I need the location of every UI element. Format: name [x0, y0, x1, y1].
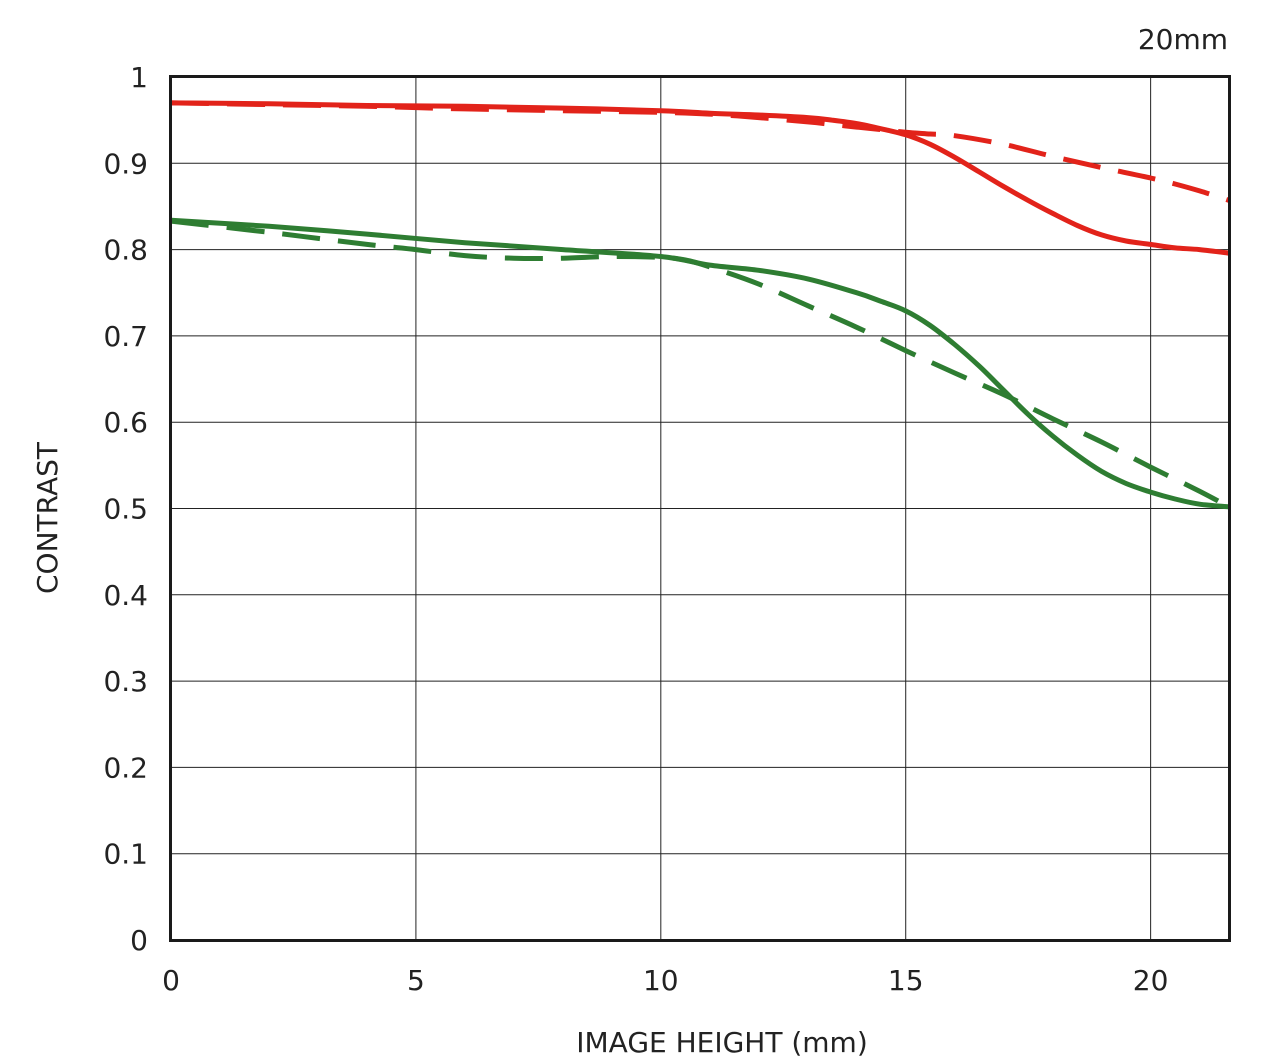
chart-title: 20mm: [1138, 23, 1228, 56]
y-tick-label: 0.5: [103, 493, 148, 526]
series-2-solid-line: [170, 217, 1230, 510]
series-layer: [170, 100, 1231, 510]
gridlines: [171, 77, 1229, 940]
y-tick-label: 0.2: [103, 751, 148, 784]
y-tick-label: 0.7: [103, 320, 148, 353]
series-3-dashed-line: [170, 218, 1231, 510]
x-tick-labels: 0 5 10 15 20: [162, 964, 1168, 997]
x-tick-label: 0: [162, 964, 180, 997]
series-0-solid-line: [170, 100, 1230, 256]
x-axis-title: IMAGE HEIGHT (mm): [576, 1026, 868, 1058]
y-tick-label: 0.3: [103, 665, 148, 698]
y-tick-labels: 0 0.1 0.2 0.3 0.4 0.5 0.6 0.7 0.8 0.9 1: [103, 61, 148, 957]
x-tick-label: 15: [888, 964, 924, 997]
y-tick-label: 0.9: [103, 147, 148, 180]
x-tick-label: 20: [1133, 964, 1169, 997]
y-tick-label: 0: [130, 924, 148, 957]
y-tick-label: 0.4: [103, 579, 148, 612]
y-axis-title: CONTRAST: [31, 441, 64, 594]
y-tick-label: 0.6: [103, 406, 148, 439]
y-tick-label: 1: [130, 61, 148, 94]
y-tick-label: 0.8: [103, 234, 148, 267]
plot-frame: [169, 75, 1231, 942]
x-tick-label: 10: [643, 964, 679, 997]
x-tick-label: 5: [407, 964, 425, 997]
y-tick-label: 0.1: [103, 838, 148, 871]
series-1-dashed-line: [170, 100, 1230, 203]
